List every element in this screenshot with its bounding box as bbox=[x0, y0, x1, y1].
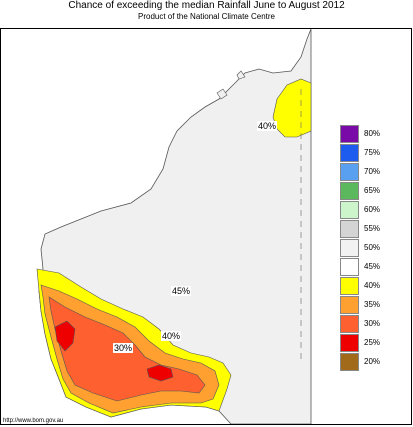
contour-band-25-west bbox=[54, 320, 76, 352]
legend-entry: 60% bbox=[340, 201, 380, 220]
legend-label: 60% bbox=[364, 205, 381, 214]
contour-band-25-east bbox=[146, 364, 174, 382]
legend-swatch bbox=[340, 258, 359, 276]
legend-swatch bbox=[340, 296, 359, 314]
legend-entry: 45% bbox=[340, 258, 380, 277]
legend-label: 35% bbox=[364, 300, 381, 309]
legend-label: 80% bbox=[364, 129, 381, 138]
legend-label: 70% bbox=[364, 167, 381, 176]
island bbox=[216, 88, 228, 100]
legend-label: 20% bbox=[364, 357, 381, 366]
contour-label-mid: 45% bbox=[171, 286, 192, 296]
map-title: Chance of exceeding the median Rainfall … bbox=[68, 0, 345, 11]
contour-label-north: 40% bbox=[257, 121, 278, 131]
map-subtitle: Product of the National Climate Centre bbox=[138, 12, 275, 21]
legend: 80% 75% 70% 65% 60% 55% 50% 45% 40% 35% 30% 25% 20% bbox=[340, 125, 380, 372]
legend-swatch bbox=[340, 315, 359, 333]
legend-label: 65% bbox=[364, 186, 381, 195]
legend-entry: 50% bbox=[340, 239, 380, 258]
legend-label: 55% bbox=[364, 224, 381, 233]
legend-entry: 55% bbox=[340, 220, 380, 239]
legend-swatch bbox=[340, 220, 359, 238]
legend-swatch bbox=[340, 201, 359, 219]
legend-label: 30% bbox=[364, 319, 381, 328]
legend-entry: 40% bbox=[340, 277, 380, 296]
contour-label-south: 40% bbox=[161, 331, 182, 341]
legend-entry: 35% bbox=[340, 296, 380, 315]
island bbox=[236, 70, 246, 80]
legend-swatch bbox=[340, 334, 359, 352]
legend-swatch bbox=[340, 125, 359, 143]
legend-label: 40% bbox=[364, 281, 381, 290]
legend-swatch bbox=[340, 182, 359, 200]
legend-label: 75% bbox=[364, 148, 381, 157]
contour-label-inner: 30% bbox=[113, 343, 134, 353]
legend-swatch bbox=[340, 163, 359, 181]
legend-entry: 75% bbox=[340, 144, 380, 163]
credit-url: http://www.bom.gov.au bbox=[3, 418, 64, 424]
legend-label: 50% bbox=[364, 243, 381, 252]
legend-swatch bbox=[340, 277, 359, 295]
legend-entry: 70% bbox=[340, 163, 380, 182]
legend-label: 45% bbox=[364, 262, 381, 271]
legend-entry: 80% bbox=[340, 125, 380, 144]
legend-entry: 25% bbox=[340, 334, 380, 353]
legend-swatch bbox=[340, 353, 359, 371]
legend-entry: 20% bbox=[340, 353, 380, 372]
legend-entry: 65% bbox=[340, 182, 380, 201]
legend-label: 25% bbox=[364, 338, 381, 347]
legend-swatch bbox=[340, 144, 359, 162]
legend-entry: 30% bbox=[340, 315, 380, 334]
legend-swatch bbox=[340, 239, 359, 257]
